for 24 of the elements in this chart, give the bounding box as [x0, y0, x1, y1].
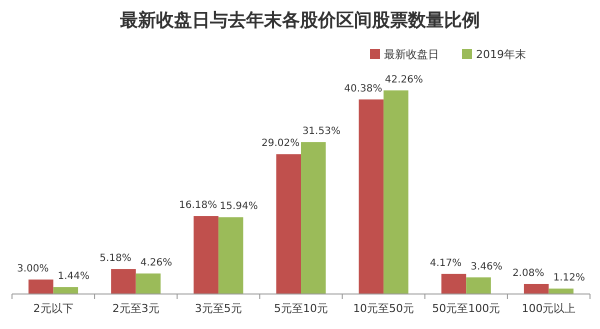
x-tick-label: 50元至100元 — [432, 302, 500, 315]
data-label: 3.46% — [470, 261, 502, 272]
data-label: 42.26% — [384, 74, 424, 86]
x-tick-label: 5元至10元 — [274, 302, 328, 315]
data-label: 5.18% — [100, 253, 132, 264]
data-label: 15.94% — [220, 201, 258, 212]
chart-title: 最新收盘日与去年末各股价区间股票数量比例 — [119, 10, 480, 31]
x-tick-label: 2元以下 — [33, 302, 74, 315]
data-label: 4.17% — [430, 258, 462, 269]
data-label: 1.44% — [58, 271, 90, 282]
data-label: 16.18% — [178, 200, 218, 212]
data-label: 1.12% — [553, 272, 585, 284]
x-tick-label: 100元以上 — [522, 302, 576, 315]
data-label: 2.08% — [512, 268, 544, 279]
legend-label: 2019年末 — [476, 48, 526, 61]
data-label: 4.26% — [140, 257, 172, 268]
data-label: 3.00% — [17, 264, 49, 275]
legend-label: 最新收盘日 — [384, 48, 439, 61]
data-label: 29.02% — [262, 138, 300, 150]
x-tick-label: 3元至5元 — [194, 302, 242, 315]
x-tick-label: 10元至50元 — [353, 302, 414, 315]
data-label: 31.53% — [302, 126, 340, 138]
x-tick-label: 2元至3元 — [112, 302, 160, 315]
data-label: 40.38% — [344, 83, 382, 94]
